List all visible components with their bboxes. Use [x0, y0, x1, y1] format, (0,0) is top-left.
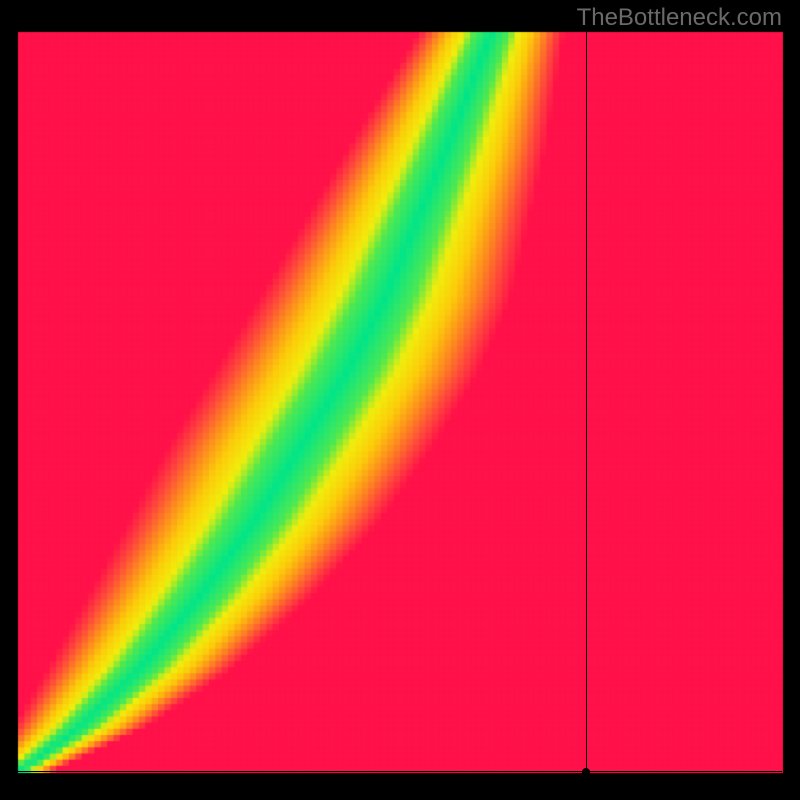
- x-axis-line: [18, 771, 782, 772]
- crosshair-vertical-line: [586, 32, 587, 772]
- bottleneck-heatmap: [0, 0, 800, 800]
- watermark-text: TheBottleneck.com: [577, 4, 782, 32]
- chart-container: TheBottleneck.com: [0, 0, 800, 800]
